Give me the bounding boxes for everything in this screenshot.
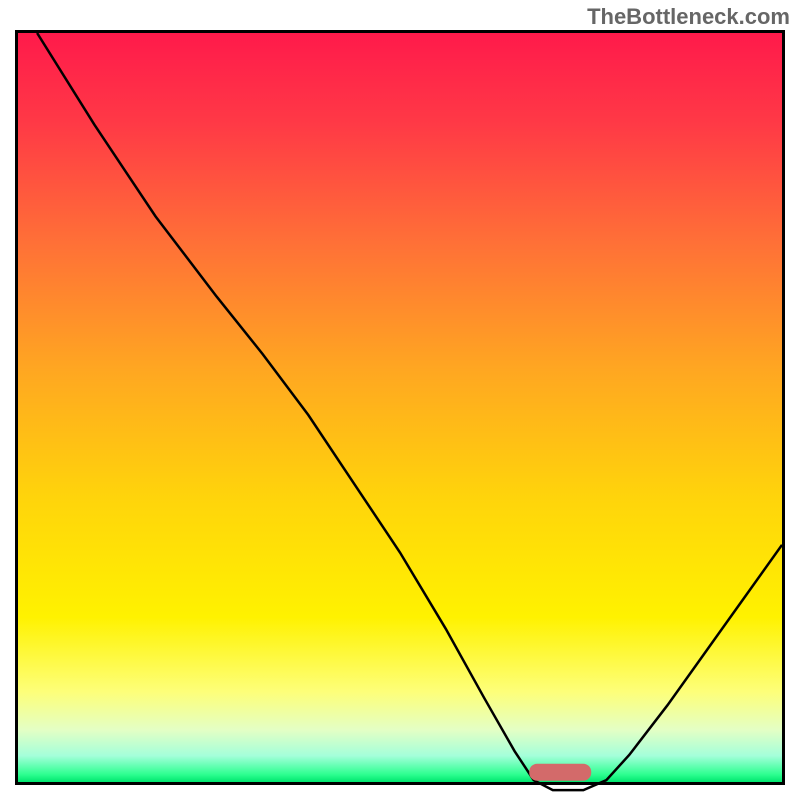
sweet-spot-marker [530, 764, 592, 781]
bottleneck-curve [37, 33, 782, 790]
watermark-text: TheBottleneck.com [587, 4, 790, 30]
chart-container: TheBottleneck.com [0, 0, 800, 800]
curve-layer [18, 33, 782, 797]
plot-frame [15, 30, 785, 785]
